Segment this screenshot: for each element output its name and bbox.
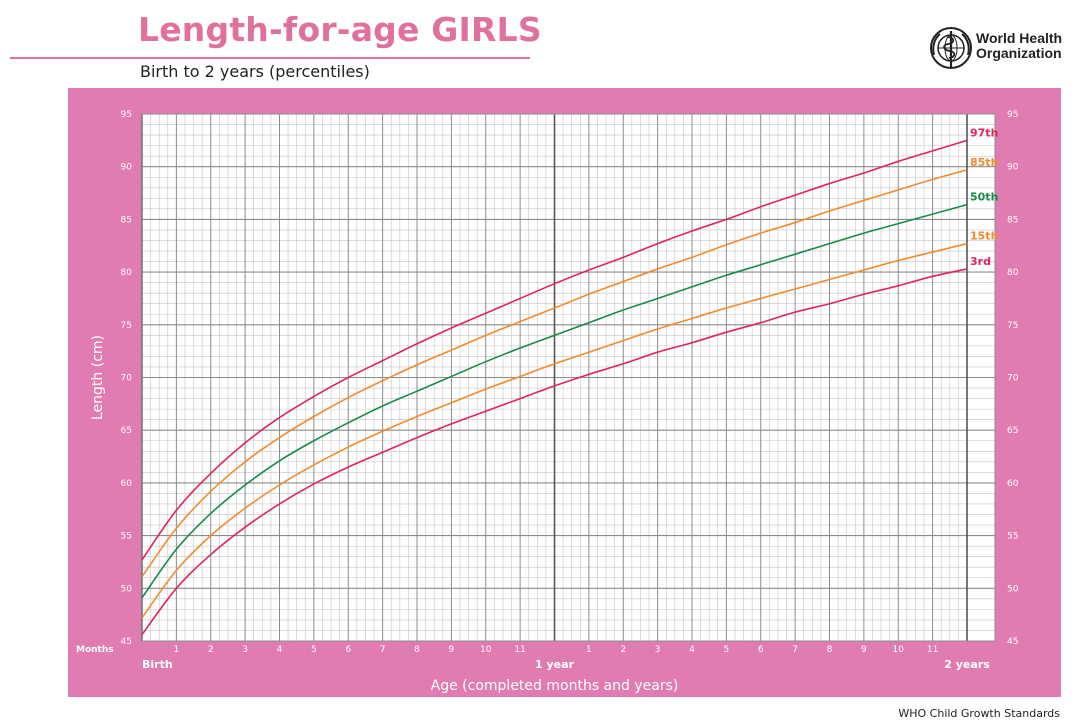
organization-name-line2: Organization	[976, 45, 1062, 61]
y-tick-label-left: 85	[121, 215, 132, 225]
y-tick-label-right: 90	[1007, 163, 1019, 173]
y-tick-label-right: 60	[1007, 479, 1019, 489]
x-tick-label: 9	[861, 645, 867, 655]
x-tick-label: 2	[208, 645, 214, 655]
x-tick-label: 1	[174, 645, 180, 655]
y-axis-title: Length (cm)	[90, 335, 106, 420]
percentile-label-50th: 50th	[970, 191, 998, 204]
x-tick-label: 10	[893, 645, 905, 655]
y-tick-label-right: 85	[1007, 215, 1018, 225]
y-tick-label-left: 75	[121, 321, 132, 331]
percentile-line-3rd	[141, 268, 968, 636]
x-tick-label: 4	[277, 645, 283, 655]
percentile-line-15th	[141, 242, 968, 619]
x-tick-label: 2 years	[944, 658, 990, 671]
organization-name: World Health Organization	[976, 31, 1076, 61]
percentile-line-50th	[141, 203, 968, 599]
y-tick-label-right: 45	[1007, 637, 1018, 647]
x-tick-label: 10	[480, 645, 492, 655]
y-tick-label-right: 95	[1007, 110, 1018, 120]
x-tick-label: 1	[586, 645, 592, 655]
chart-title: Length-for-age GIRLS	[138, 10, 542, 49]
x-tick-label: 3	[655, 645, 661, 655]
y-tick-label-right: 50	[1007, 584, 1019, 594]
chart-panel: 3rd 15th 50th 85th 97th 45 45 50 50 55 55 60 60 65 65…	[68, 88, 1061, 697]
x-axis-unit-label: Months	[76, 645, 114, 655]
x-tick-label: 5	[311, 645, 317, 655]
x-tick-label: 7	[792, 645, 798, 655]
percentile-curves: 3rd 15th 50th 85th 97th	[141, 126, 998, 636]
percentile-label-3rd: 3rd	[970, 255, 991, 268]
x-tick-label: Birth	[142, 658, 173, 671]
y-tick-label-left: 50	[121, 584, 133, 594]
percentile-line-97th	[141, 139, 968, 561]
x-tick-label: 1 year	[535, 658, 575, 671]
x-tick-label: 5	[724, 645, 730, 655]
y-tick-label-left: 55	[121, 532, 132, 542]
y-tick-label-left: 90	[121, 163, 133, 173]
x-tick-label: 3	[242, 645, 248, 655]
y-tick-label-right: 75	[1007, 321, 1018, 331]
x-tick-label: 2	[620, 645, 626, 655]
x-tick-label: 11	[927, 645, 938, 655]
chart-subtitle: Birth to 2 years (percentiles)	[140, 62, 370, 81]
x-axis-title: Age (completed months and years)	[431, 678, 679, 694]
major-gridlines	[141, 113, 996, 642]
percentile-label-97th: 97th	[970, 126, 998, 139]
x-tick-label: 6	[345, 645, 351, 655]
y-tick-label-right: 55	[1007, 532, 1018, 542]
x-tick-label: 6	[758, 645, 764, 655]
y-tick-label-right: 80	[1007, 268, 1019, 278]
y-tick-label-right: 70	[1007, 374, 1019, 384]
y-tick-label-left: 70	[121, 374, 133, 384]
x-tick-label: 8	[827, 645, 833, 655]
percentile-line-85th	[141, 169, 968, 578]
y-tick-label-left: 80	[121, 268, 133, 278]
y-tick-label-left: 95	[121, 110, 132, 120]
y-tick-label-left: 45	[121, 637, 132, 647]
title-divider	[10, 57, 530, 59]
who-emblem-icon	[930, 27, 972, 69]
x-tick-label: 7	[380, 645, 386, 655]
organization-name-line1: World Health	[976, 30, 1063, 46]
percentile-label-15th: 15th	[970, 230, 998, 243]
y-tick-label-left: 65	[121, 426, 132, 436]
x-tick-label: 11	[514, 645, 525, 655]
x-tick-label: 8	[414, 645, 420, 655]
x-tick-label: 9	[449, 645, 455, 655]
y-tick-label-right: 65	[1007, 426, 1018, 436]
who-logo: World Health Organization	[928, 25, 1068, 73]
plot-border	[141, 113, 996, 642]
footer-note: WHO Child Growth Standards	[898, 707, 1060, 720]
x-tick-label: 4	[689, 645, 695, 655]
y-tick-label-left: 60	[121, 479, 133, 489]
percentile-label-85th: 85th	[970, 156, 998, 169]
